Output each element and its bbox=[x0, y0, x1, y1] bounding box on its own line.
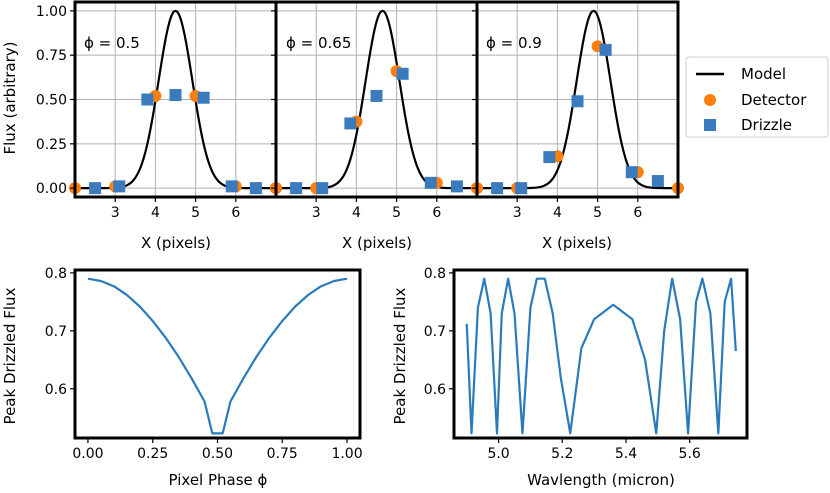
subplot-wavelength: 5.0 5.2 5.4 5.6 0.6 0.7 0.8 Wavlength (micron)… bbox=[391, 266, 749, 489]
drizzle-point bbox=[89, 182, 102, 195]
x-tick-label: 5 bbox=[392, 205, 401, 221]
x-tick-label: 6 bbox=[231, 205, 240, 221]
drizzle-point bbox=[225, 180, 238, 193]
plot-data bbox=[69, 9, 282, 195]
x-tick-label: 4 bbox=[352, 205, 361, 221]
x-tick-label: 5 bbox=[593, 205, 602, 221]
x-tick-label: 6 bbox=[432, 205, 441, 221]
y-axis-label: Flux (arbitrary) bbox=[1, 42, 19, 155]
model-curve bbox=[75, 9, 276, 190]
legend: Model Detector Drizzle bbox=[685, 56, 829, 138]
drizzle-point bbox=[141, 93, 154, 106]
plot-data bbox=[87, 277, 348, 435]
axis-ticks: 3 4 5 6 0.00 0.25 0.50 0.75 1.00 bbox=[36, 4, 241, 221]
y-tick-label: 0.75 bbox=[36, 48, 67, 64]
phase-annotation: ϕ = 0.9 bbox=[486, 34, 542, 52]
drizzle-point bbox=[571, 95, 584, 108]
x-tick-label: 6 bbox=[633, 205, 642, 221]
x-tick-label: 3 bbox=[111, 205, 120, 221]
subplot-phase-0.5: 3 4 5 6 0.00 0.25 0.50 0.75 1.00 ϕ = 0.5 X (pixe… bbox=[1, 0, 282, 252]
x-tick-label: 5.2 bbox=[551, 446, 573, 462]
y-tick-label: 0.8 bbox=[45, 266, 67, 282]
drizzle-point bbox=[113, 180, 126, 193]
legend-drizzle-label: Drizzle bbox=[741, 116, 792, 134]
drizzle-point bbox=[290, 182, 303, 195]
drizzle-point bbox=[599, 43, 612, 56]
drizzle-point bbox=[651, 175, 664, 188]
x-tick-label: 3 bbox=[312, 205, 321, 221]
y-tick-label: 0.7 bbox=[45, 324, 67, 340]
x-axis-label: Wavlength (micron) bbox=[527, 471, 675, 489]
legend-model-label: Model bbox=[741, 65, 786, 83]
x-tick-label: 0.00 bbox=[72, 446, 103, 462]
drizzle-point bbox=[450, 180, 463, 193]
legend-drizzle-marker bbox=[704, 119, 716, 131]
drizzle-point bbox=[197, 91, 210, 104]
x-tick-label: 1.00 bbox=[331, 446, 362, 462]
drizzle-point bbox=[316, 182, 329, 195]
axis-ticks: 5.0 5.2 5.4 5.6 0.6 0.7 0.8 bbox=[424, 266, 701, 462]
legend-detector-marker bbox=[704, 94, 716, 106]
x-tick-label: 0.75 bbox=[267, 446, 298, 462]
subplot-pixel-phase: 0.00 0.25 0.50 0.75 1.00 0.6 0.7 0.8 Pixel Phas… bbox=[1, 266, 363, 489]
subplot-phase-0.9: 3 4 5 6 ϕ = 0.9 X (pixels) bbox=[471, 0, 684, 252]
subplot-phase-0.65: 3 4 5 6 ϕ = 0.65 X (pixels) bbox=[270, 0, 483, 252]
x-axis-label: Pixel Phase ϕ bbox=[169, 471, 268, 489]
x-tick-label: 0.50 bbox=[202, 446, 233, 462]
axis-ticks: 3 4 5 6 bbox=[271, 10, 441, 221]
y-tick-label: 0.8 bbox=[424, 266, 446, 282]
plot-data bbox=[465, 277, 737, 435]
y-tick-label: 0.6 bbox=[424, 382, 446, 398]
plot-data bbox=[471, 9, 684, 195]
x-tick-label: 0.25 bbox=[137, 446, 168, 462]
y-tick-label: 1.00 bbox=[36, 4, 67, 20]
drizzle-point bbox=[344, 117, 357, 130]
axis-ticks: 0.00 0.25 0.50 0.75 1.00 0.6 0.7 0.8 bbox=[45, 266, 363, 462]
x-tick-label: 5.6 bbox=[679, 446, 701, 462]
x-axis-label: X (pixels) bbox=[542, 234, 612, 252]
x-tick-label: 5 bbox=[191, 205, 200, 221]
series-line bbox=[87, 277, 348, 435]
y-tick-label: 0.00 bbox=[36, 181, 67, 197]
y-axis-label: Peak Drizzled Flux bbox=[391, 287, 409, 424]
grid-lines bbox=[276, 2, 477, 197]
series-line bbox=[465, 277, 737, 435]
model-curve bbox=[276, 9, 477, 190]
x-axis-label: X (pixels) bbox=[141, 234, 211, 252]
phase-annotation: ϕ = 0.5 bbox=[84, 34, 140, 52]
drizzle-point bbox=[249, 182, 262, 195]
drizzle-point bbox=[396, 67, 409, 80]
drizzle-point bbox=[424, 176, 437, 189]
y-tick-label: 0.25 bbox=[36, 137, 67, 153]
drizzle-point bbox=[169, 89, 182, 102]
drizzle-point bbox=[515, 182, 528, 195]
drizzle-point bbox=[370, 89, 383, 102]
x-tick-label: 5.0 bbox=[487, 446, 509, 462]
phase-annotation: ϕ = 0.65 bbox=[286, 34, 351, 52]
drizzle-point bbox=[491, 182, 504, 195]
legend-detector-label: Detector bbox=[741, 91, 807, 109]
drizzle-point bbox=[625, 166, 638, 179]
y-tick-label: 0.6 bbox=[45, 382, 67, 398]
legend-box bbox=[685, 56, 829, 138]
y-tick-label: 0.7 bbox=[424, 324, 446, 340]
x-tick-label: 4 bbox=[553, 205, 562, 221]
x-tick-label: 3 bbox=[513, 205, 522, 221]
model-curve bbox=[477, 9, 678, 190]
y-axis-label: Peak Drizzled Flux bbox=[1, 287, 19, 424]
axes-frame bbox=[452, 268, 749, 440]
drizzle-point bbox=[543, 151, 556, 164]
y-tick-label: 0.50 bbox=[36, 93, 67, 109]
axis-ticks: 3 4 5 6 bbox=[472, 10, 642, 221]
x-tick-label: 5.4 bbox=[615, 446, 637, 462]
x-tick-label: 4 bbox=[151, 205, 160, 221]
x-axis-label: X (pixels) bbox=[342, 234, 412, 252]
axes-frame bbox=[73, 268, 362, 440]
